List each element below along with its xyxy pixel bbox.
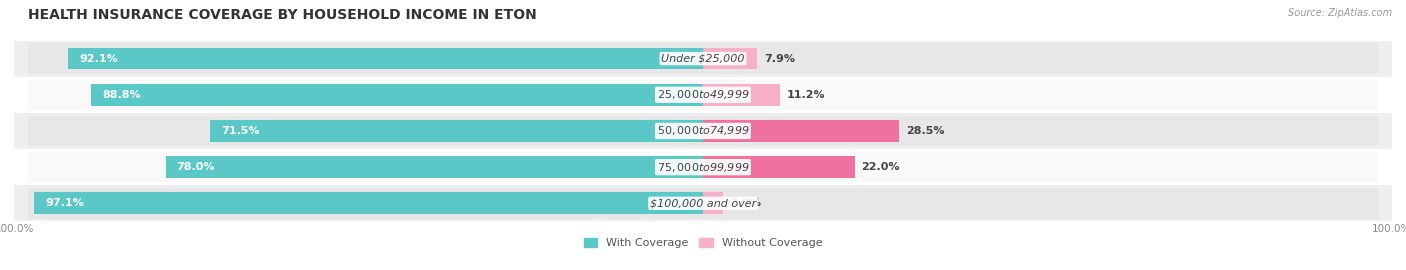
Bar	[703, 48, 758, 69]
Text: $50,000 to $74,999: $50,000 to $74,999	[657, 124, 749, 137]
Text: $75,000 to $99,999: $75,000 to $99,999	[657, 161, 749, 174]
Text: 92.1%: 92.1%	[80, 53, 118, 64]
Text: 97.1%: 97.1%	[45, 198, 84, 208]
Bar	[703, 84, 780, 106]
Text: HEALTH INSURANCE COVERAGE BY HOUSEHOLD INCOME IN ETON: HEALTH INSURANCE COVERAGE BY HOUSEHOLD I…	[28, 8, 537, 22]
Text: 88.8%: 88.8%	[103, 90, 141, 100]
Legend: With Coverage, Without Coverage: With Coverage, Without Coverage	[583, 238, 823, 248]
Text: 22.0%: 22.0%	[862, 162, 900, 172]
Bar	[14, 113, 1392, 149]
Text: 2.9%: 2.9%	[730, 198, 761, 208]
Text: $100,000 and over: $100,000 and over	[650, 198, 756, 208]
Bar	[14, 77, 1392, 113]
Text: Source: ZipAtlas.com: Source: ZipAtlas.com	[1288, 8, 1392, 18]
Bar	[34, 193, 703, 214]
Bar	[28, 188, 1378, 218]
Bar	[28, 43, 1378, 74]
Bar	[28, 152, 1378, 182]
Bar	[703, 156, 855, 178]
Bar	[28, 116, 1378, 146]
Bar	[91, 84, 703, 106]
Bar	[703, 193, 723, 214]
Text: 78.0%: 78.0%	[177, 162, 215, 172]
Bar	[14, 149, 1392, 185]
Bar	[14, 40, 1392, 77]
Text: 28.5%: 28.5%	[907, 126, 945, 136]
Bar	[166, 156, 703, 178]
Text: Under $25,000: Under $25,000	[661, 53, 745, 64]
Text: $25,000 to $49,999: $25,000 to $49,999	[657, 88, 749, 101]
Text: 7.9%: 7.9%	[765, 53, 796, 64]
Bar	[69, 48, 703, 69]
Bar	[14, 185, 1392, 221]
Text: 11.2%: 11.2%	[787, 90, 825, 100]
Bar	[28, 80, 1378, 110]
Bar	[703, 120, 900, 142]
Text: 71.5%: 71.5%	[221, 126, 260, 136]
Bar	[211, 120, 703, 142]
